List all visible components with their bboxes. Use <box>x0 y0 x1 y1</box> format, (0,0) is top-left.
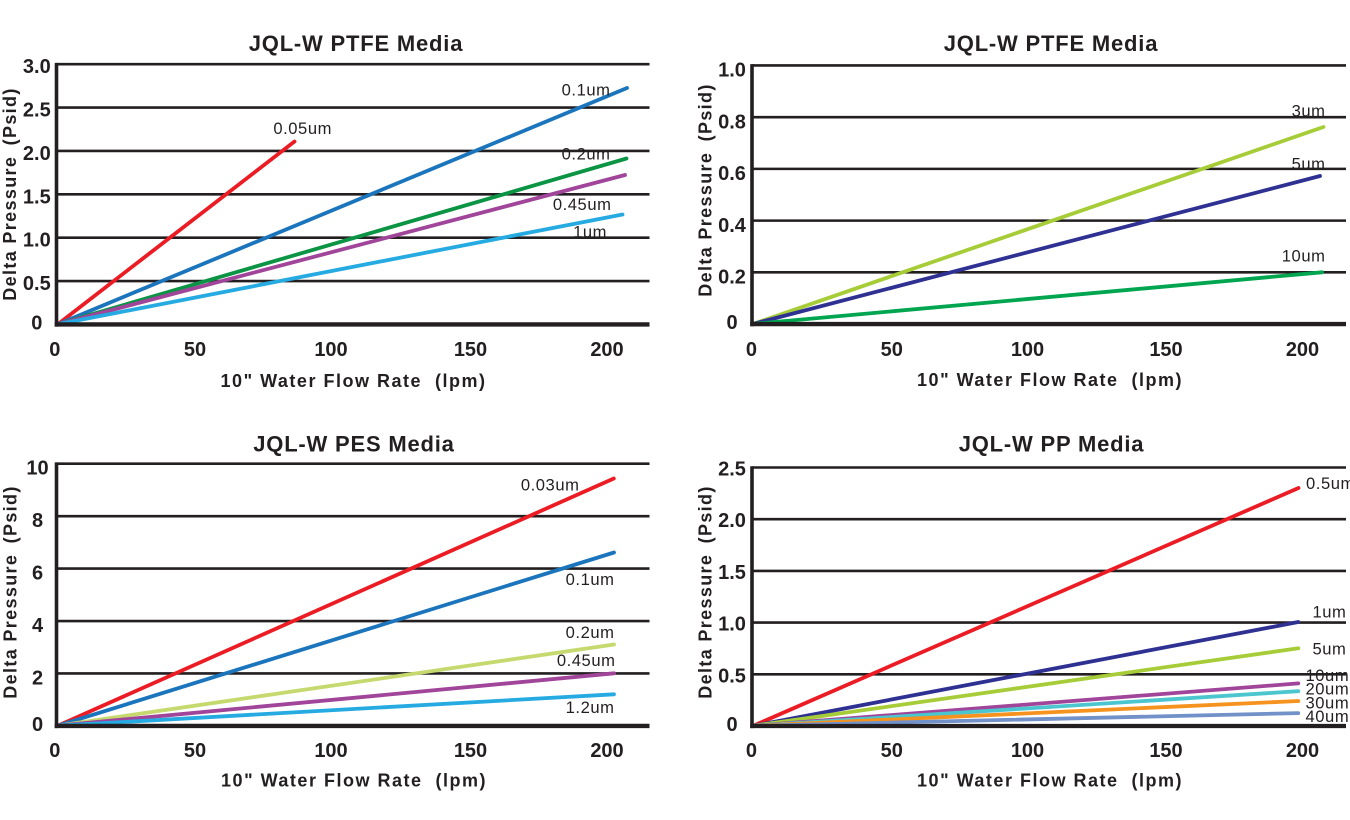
svg-text:0: 0 <box>49 339 60 361</box>
svg-text:50: 50 <box>184 339 206 361</box>
svg-text:50: 50 <box>184 740 206 762</box>
svg-text:0.05um: 0.05um <box>273 119 332 138</box>
svg-text:2.5: 2.5 <box>718 459 746 481</box>
svg-text:0.45um: 0.45um <box>553 195 612 214</box>
svg-text:10: 10 <box>26 458 48 480</box>
svg-text:0.2: 0.2 <box>718 267 746 289</box>
svg-text:0: 0 <box>32 714 43 736</box>
svg-text:JQL-W PES Media: JQL-W PES Media <box>253 432 454 457</box>
svg-text:50: 50 <box>881 740 903 762</box>
svg-text:100: 100 <box>314 740 347 762</box>
svg-text:4: 4 <box>32 615 44 637</box>
svg-text:150: 150 <box>454 740 487 762</box>
svg-text:200: 200 <box>1286 740 1319 762</box>
svg-text:150: 150 <box>454 339 487 361</box>
svg-text:1.2um: 1.2um <box>566 698 615 717</box>
svg-text:0: 0 <box>746 339 757 361</box>
svg-text:150: 150 <box>1149 339 1182 361</box>
svg-text:100: 100 <box>1011 740 1044 762</box>
svg-text:1um: 1um <box>573 223 607 242</box>
svg-text:JQL-W PTFE Media: JQL-W PTFE Media <box>944 31 1158 56</box>
svg-text:1.0: 1.0 <box>23 230 51 252</box>
svg-text:0.5: 0.5 <box>718 665 746 687</box>
svg-text:100: 100 <box>1011 339 1044 361</box>
svg-text:6: 6 <box>32 563 43 585</box>
svg-text:200: 200 <box>1286 339 1319 361</box>
svg-text:JQL-W PP Media: JQL-W PP Media <box>959 432 1145 457</box>
svg-text:3.0: 3.0 <box>23 56 51 78</box>
svg-text:5um: 5um <box>1313 640 1347 659</box>
svg-text:0.4: 0.4 <box>718 215 747 237</box>
svg-text:8: 8 <box>32 510 43 532</box>
svg-text:2.0: 2.0 <box>718 510 746 532</box>
svg-text:Delta Pressure (Psid): Delta Pressure (Psid) <box>1 485 21 698</box>
svg-text:50: 50 <box>881 339 903 361</box>
svg-text:1.5: 1.5 <box>23 186 51 208</box>
svg-text:0.5um: 0.5um <box>1306 474 1350 493</box>
svg-text:JQL-W PTFE Media: JQL-W PTFE Media <box>249 31 463 56</box>
svg-text:200: 200 <box>590 740 623 762</box>
svg-text:Delta Pressure (Psid): Delta Pressure (Psid) <box>696 485 716 698</box>
svg-text:0.8: 0.8 <box>718 111 746 133</box>
svg-text:30um: 30um <box>1306 693 1350 712</box>
svg-text:20um: 20um <box>1306 680 1350 699</box>
svg-text:150: 150 <box>1149 740 1182 762</box>
svg-text:2: 2 <box>32 667 43 689</box>
svg-text:40um: 40um <box>1306 707 1350 726</box>
svg-text:1um: 1um <box>1313 603 1347 622</box>
svg-text:Delta Pressure (Psid): Delta Pressure (Psid) <box>696 83 716 296</box>
svg-text:0.03um: 0.03um <box>521 476 580 495</box>
svg-text:0.5: 0.5 <box>23 273 51 295</box>
svg-text:1.5: 1.5 <box>718 562 746 584</box>
svg-text:100: 100 <box>314 339 347 361</box>
svg-text:0.2um: 0.2um <box>566 623 615 642</box>
svg-text:0: 0 <box>49 740 60 762</box>
svg-text:3um: 3um <box>1292 102 1326 121</box>
svg-text:10" Water Flow Rate (lpm): 10" Water Flow Rate (lpm) <box>917 771 1183 791</box>
svg-text:0.1um: 0.1um <box>562 81 611 100</box>
svg-text:0: 0 <box>31 312 42 334</box>
svg-text:1.0: 1.0 <box>718 60 746 82</box>
svg-text:0: 0 <box>746 740 757 762</box>
svg-text:10" Water Flow Rate (lpm): 10" Water Flow Rate (lpm) <box>917 370 1183 390</box>
svg-text:0.45um: 0.45um <box>557 651 616 670</box>
svg-text:10um: 10um <box>1282 247 1326 266</box>
svg-text:200: 200 <box>590 339 623 361</box>
svg-text:2.5: 2.5 <box>23 100 51 122</box>
svg-text:5um: 5um <box>1292 155 1326 174</box>
svg-text:0.2um: 0.2um <box>562 145 611 164</box>
svg-text:2.0: 2.0 <box>23 143 51 165</box>
svg-text:0.6: 0.6 <box>718 163 746 185</box>
svg-text:10" Water Flow Rate (lpm): 10" Water Flow Rate (lpm) <box>221 771 487 791</box>
svg-text:0: 0 <box>726 312 737 334</box>
svg-text:10um: 10um <box>1306 666 1350 685</box>
svg-text:10" Water Flow Rate (lpm): 10" Water Flow Rate (lpm) <box>221 371 487 391</box>
svg-text:0: 0 <box>726 714 737 736</box>
svg-text:Delta Pressure (Psid): Delta Pressure (Psid) <box>0 87 20 300</box>
svg-text:0.1um: 0.1um <box>566 570 615 589</box>
svg-text:1.0: 1.0 <box>718 614 746 636</box>
